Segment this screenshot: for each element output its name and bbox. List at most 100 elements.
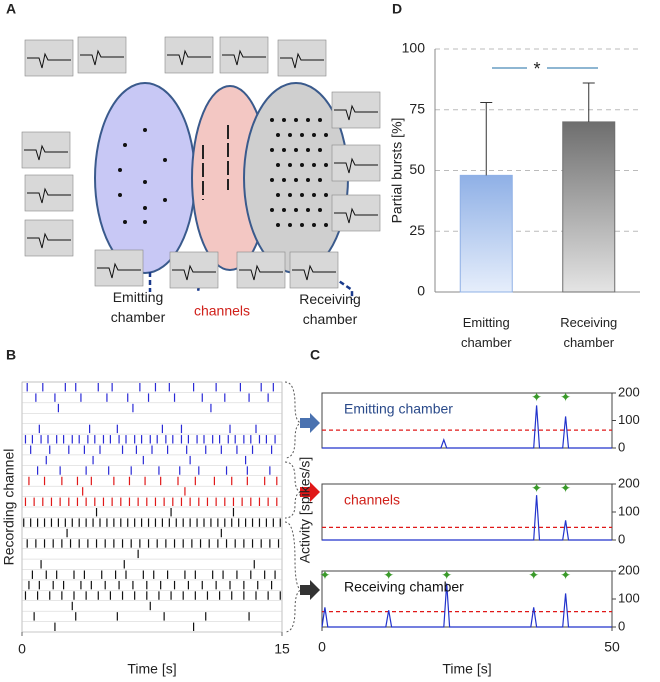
- annotation: *: [533, 59, 540, 79]
- electrode: [282, 208, 286, 212]
- burst-marker: ✦: [531, 389, 542, 404]
- electrode: [143, 220, 147, 224]
- waveform-inset: [24, 39, 74, 77]
- electrode: [282, 178, 286, 182]
- electrode: [324, 163, 328, 167]
- y-tick-label: 0: [618, 618, 625, 633]
- electrode: [300, 133, 304, 137]
- x-tick-label: 50: [604, 639, 620, 655]
- panel-label: D: [392, 1, 402, 17]
- electrode: [288, 163, 292, 167]
- y-tick-label: 0: [417, 283, 425, 299]
- electrode: [276, 223, 280, 227]
- electrode: [270, 118, 274, 122]
- electrode: [123, 220, 127, 224]
- waveform: [172, 264, 216, 281]
- waveform: [27, 232, 71, 249]
- electrode: [288, 133, 292, 137]
- y-tick-label: 200: [618, 475, 640, 490]
- waveform: [222, 49, 266, 66]
- electrode: [282, 118, 286, 122]
- electrode: [318, 148, 322, 152]
- electrode: [288, 223, 292, 227]
- electrode: [270, 178, 274, 182]
- panel-label: C: [310, 347, 320, 363]
- waveform: [80, 49, 124, 66]
- panel-title: channels: [344, 492, 400, 508]
- waveform: [27, 187, 71, 204]
- waveform: [334, 157, 378, 174]
- y-tick-label: 100: [618, 412, 640, 427]
- electrode: [294, 208, 298, 212]
- error-bar: [480, 101, 493, 176]
- bar: [562, 121, 616, 293]
- y-tick-label: 75: [409, 100, 425, 116]
- electrode: [143, 180, 147, 184]
- burst-marker: ✦: [383, 567, 394, 582]
- electrode: [312, 163, 316, 167]
- electrode: [306, 208, 310, 212]
- electrode: [118, 193, 122, 197]
- electrode: [294, 148, 298, 152]
- y-tick-label: 200: [618, 562, 640, 577]
- diagram-label: Receiving chamber: [299, 291, 360, 327]
- electrode: [282, 148, 286, 152]
- electrode: [143, 206, 147, 210]
- burst-marker: ✦: [560, 389, 571, 404]
- burst-marker: ✦: [560, 567, 571, 582]
- panel-label: B: [6, 347, 16, 363]
- burst-marker: ✦: [531, 480, 542, 495]
- waveform: [167, 49, 211, 66]
- y-tick-label: 25: [409, 222, 425, 238]
- arrow: [300, 482, 320, 502]
- waveform: [24, 144, 68, 161]
- electrode: [312, 193, 316, 197]
- electrode: [270, 148, 274, 152]
- x-tick-label: 15: [274, 641, 290, 657]
- panel-title: Emitting chamber: [344, 401, 453, 417]
- electrode: [300, 193, 304, 197]
- burst-marker: ✦: [528, 567, 539, 582]
- x-tick-label: Receiving chamber: [560, 315, 617, 350]
- electrode: [294, 178, 298, 182]
- burst-marker: ✦: [319, 567, 330, 582]
- y-axis-label: Partial bursts [%]: [389, 118, 405, 224]
- error-bar: [582, 82, 595, 122]
- y-tick-label: 100: [618, 590, 640, 605]
- x-tick-label: Emitting chamber: [461, 315, 512, 350]
- electrode: [276, 163, 280, 167]
- activity-line: [321, 583, 612, 628]
- electrode: [294, 118, 298, 122]
- electrode: [276, 193, 280, 197]
- diagram-label: channels: [194, 303, 250, 319]
- y-tick-label: 200: [618, 384, 640, 399]
- electrode: [143, 128, 147, 132]
- y-tick-label: 0: [618, 531, 625, 546]
- electrode: [300, 163, 304, 167]
- arrow: [300, 413, 320, 433]
- y-tick-label: 100: [402, 40, 426, 56]
- activity-line: [322, 495, 612, 541]
- y-axis-label: Activity [spikes/s]: [297, 457, 313, 564]
- burst-marker: ✦: [560, 480, 571, 495]
- y-tick-label: 100: [618, 503, 640, 518]
- y-tick-label: 0: [618, 439, 625, 454]
- electrode: [306, 178, 310, 182]
- electrode: [163, 198, 167, 202]
- y-axis-label: Recording channel: [1, 449, 17, 566]
- y-tick-label: 50: [409, 161, 425, 177]
- electrode: [276, 133, 280, 137]
- electrode: [318, 208, 322, 212]
- diagram-label: Emitting chamber: [111, 289, 166, 325]
- electrode: [312, 223, 316, 227]
- electrode: [288, 193, 292, 197]
- waveform: [334, 207, 378, 224]
- waveform: [334, 104, 378, 121]
- electrode: [306, 148, 310, 152]
- waveform: [239, 264, 283, 281]
- arrow: [300, 580, 320, 600]
- activity-line: [322, 405, 612, 449]
- diagram: [21, 36, 381, 300]
- x-axis-label: Time [s]: [442, 661, 491, 677]
